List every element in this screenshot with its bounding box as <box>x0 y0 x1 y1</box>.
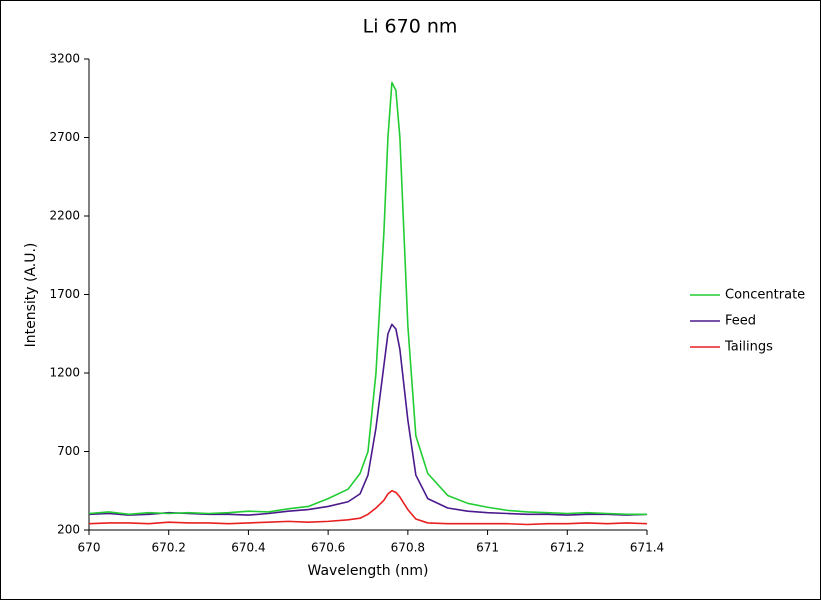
x-tick-label: 670.6 <box>311 541 345 555</box>
y-tick-label: 700 <box>57 444 80 458</box>
x-tick-label: 671 <box>476 541 499 555</box>
series-line <box>88 81 647 516</box>
x-axis-label: Wavelength (nm) <box>308 563 429 579</box>
legend-label: Feed <box>725 314 756 329</box>
y-axis-label: Intensity (A.U.) <box>23 243 39 348</box>
legend-label: Concentrate <box>725 288 805 303</box>
x-tick-label: 670.4 <box>231 541 265 555</box>
chart-title: Li 670 nm <box>363 16 458 38</box>
legend-label: Tailings <box>724 340 773 355</box>
y-tick-label: 1700 <box>49 287 80 301</box>
series-line <box>88 489 648 526</box>
x-tick-label: 671.2 <box>550 541 584 555</box>
x-tick-label: 671.4 <box>630 541 664 555</box>
y-tick-label: 2700 <box>49 130 80 144</box>
y-tick-label: 2200 <box>49 209 80 223</box>
y-tick-label: 200 <box>57 523 80 537</box>
x-tick-label: 670.2 <box>152 541 186 555</box>
x-tick-label: 670 <box>78 541 101 555</box>
y-tick-label: 3200 <box>49 52 80 66</box>
y-tick-label: 1200 <box>49 366 80 380</box>
x-tick-label: 670.8 <box>391 541 425 555</box>
